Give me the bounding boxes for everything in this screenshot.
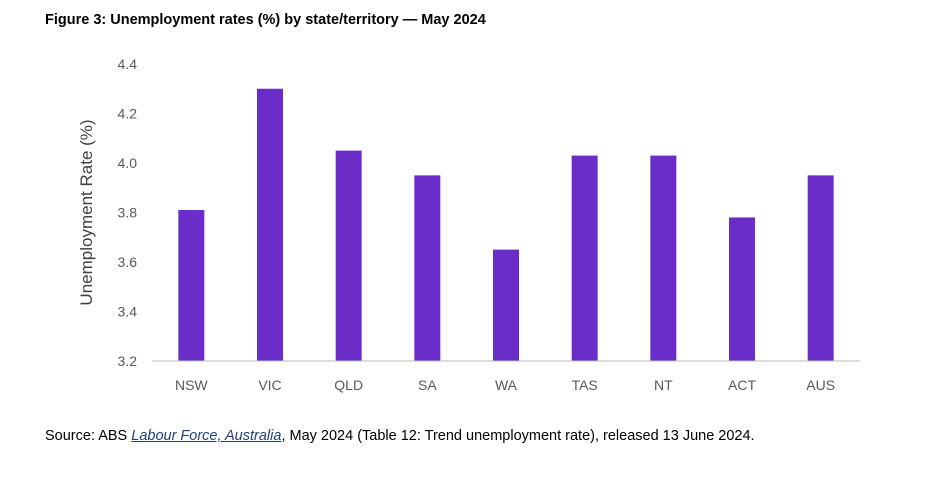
x-tick-label: NSW <box>175 377 208 393</box>
bar-aus <box>807 175 834 361</box>
source-link[interactable]: Labour Force, Australia <box>131 428 282 444</box>
y-tick-label: 3.2 <box>118 353 138 369</box>
bar-vic <box>257 88 283 361</box>
x-tick-label: NT <box>654 377 673 393</box>
y-tick-label: 3.8 <box>118 205 138 221</box>
bar-act <box>729 217 755 361</box>
bar-nt <box>650 155 677 361</box>
x-tick-label: VIC <box>258 377 281 393</box>
chart-title: Figure 3: Unemployment rates (%) by stat… <box>45 12 486 28</box>
bars <box>178 88 834 361</box>
x-tick-label: TAS <box>572 377 598 393</box>
bar-wa <box>493 249 519 361</box>
bar-qld <box>335 150 362 361</box>
y-tick-label: 4.2 <box>118 106 138 122</box>
x-tick-label: SA <box>418 377 437 393</box>
y-axis-label: Unemployment Rate (%) <box>77 119 96 305</box>
x-tick-label: QLD <box>334 377 363 393</box>
y-tick-label: 4.0 <box>118 155 138 171</box>
bar-nsw <box>178 210 205 361</box>
x-tick-label: WA <box>495 377 518 393</box>
y-tick-label: 3.6 <box>118 254 138 270</box>
source-note: Source: ABS Labour Force, Australia, May… <box>45 428 755 444</box>
bar-sa <box>414 175 441 361</box>
x-axis-ticks: NSW VIC QLD SA WA TAS NT ACT AUS <box>175 377 835 393</box>
bar-tas <box>571 155 598 361</box>
y-axis-ticks: 3.2 3.4 3.6 3.8 4.0 4.2 4.4 <box>118 56 138 369</box>
x-tick-label: ACT <box>728 377 756 393</box>
source-suffix: , May 2024 (Table 12: Trend unemployment… <box>281 428 755 444</box>
y-tick-label: 3.4 <box>118 304 138 320</box>
bar-chart: 3.2 3.4 3.6 3.8 4.0 4.2 4.4 NSW VIC QLD SA WA TAS NT… <box>77 56 860 393</box>
x-tick-label: AUS <box>806 377 835 393</box>
source-prefix: Source: ABS <box>45 428 132 444</box>
y-tick-label: 4.4 <box>118 56 138 72</box>
